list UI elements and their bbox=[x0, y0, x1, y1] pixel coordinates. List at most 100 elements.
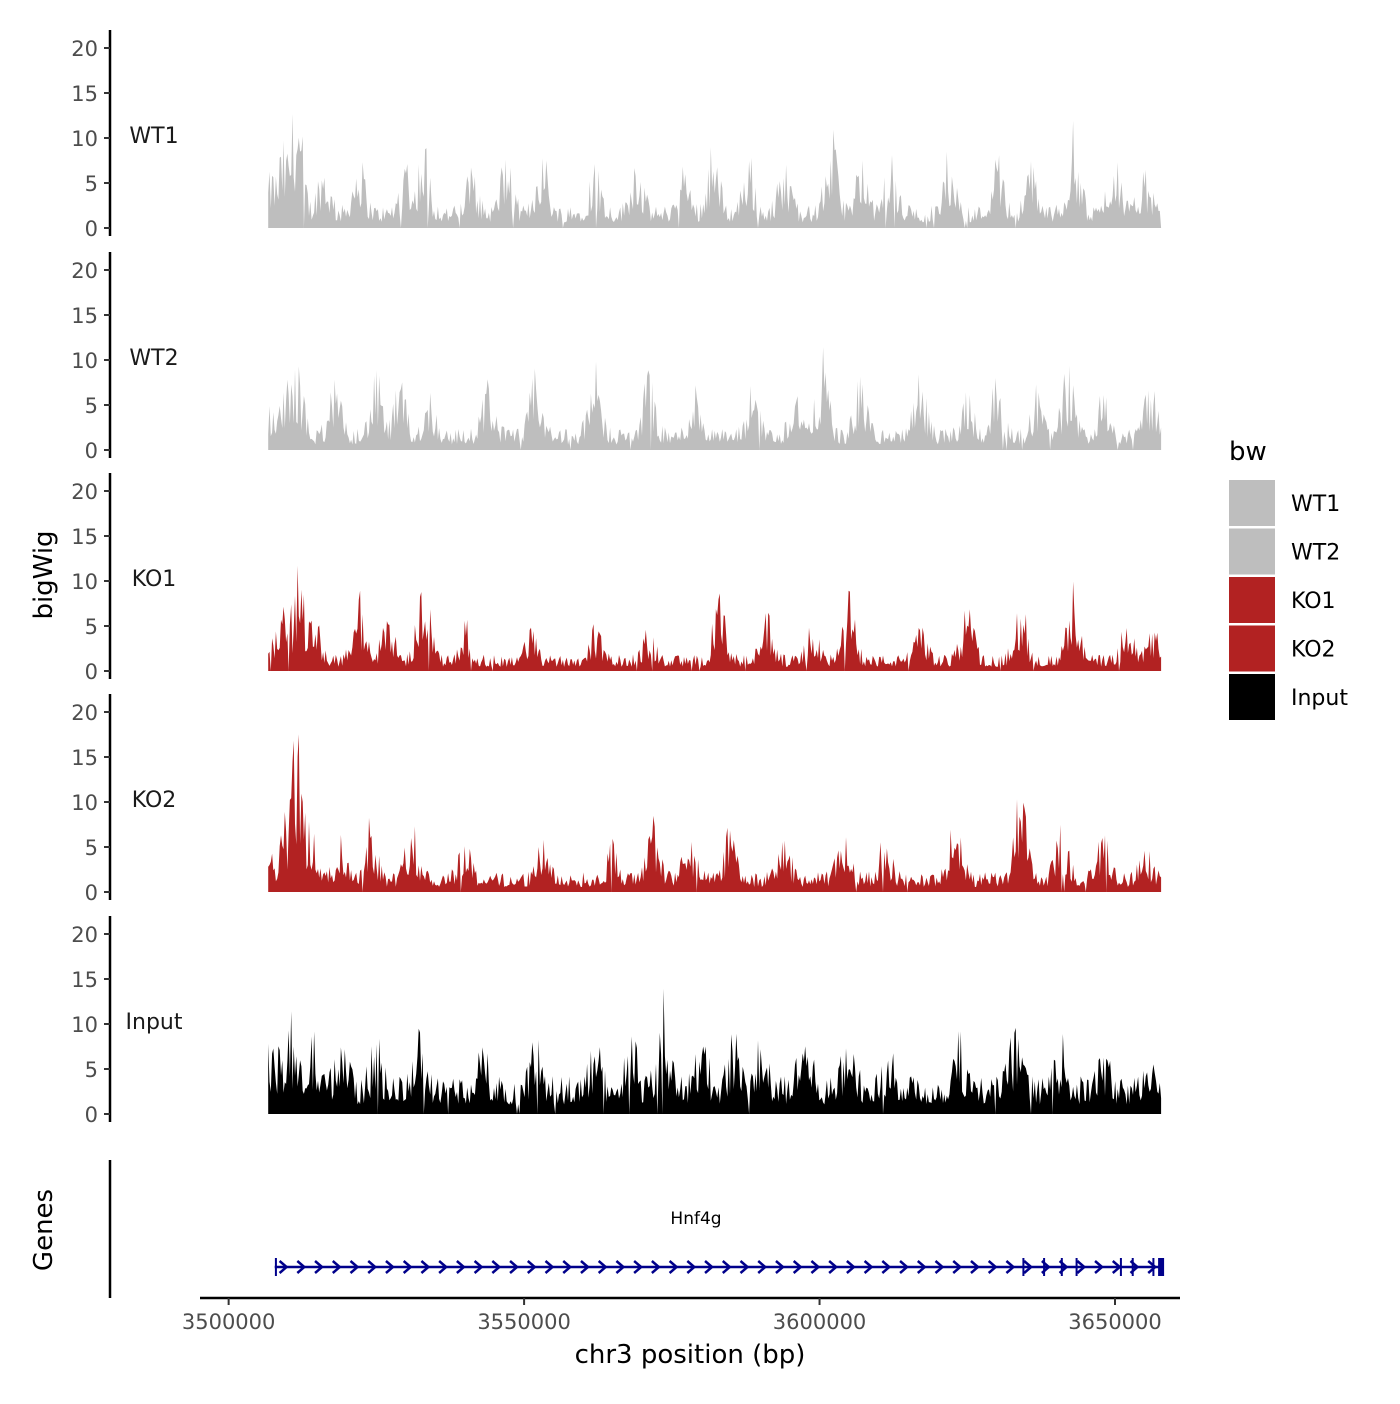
y-tick-label: 5 bbox=[85, 1058, 98, 1082]
y-tick-label: 0 bbox=[85, 660, 98, 684]
track-label-wt1: WT1 bbox=[129, 124, 178, 149]
legend-label-wt1: WT1 bbox=[1291, 492, 1340, 517]
legend-key-wt1 bbox=[1229, 480, 1275, 526]
strand-arrow bbox=[385, 1260, 395, 1274]
track-label-input: Input bbox=[126, 1010, 183, 1035]
strand-arrow bbox=[597, 1260, 608, 1274]
strand-arrow bbox=[987, 1260, 998, 1274]
strand-arrow bbox=[544, 1260, 555, 1274]
y-tick-label: 10 bbox=[71, 791, 98, 815]
y-tick-label: 0 bbox=[85, 881, 98, 905]
strand-arrow bbox=[846, 1260, 856, 1274]
exon-mark bbox=[1119, 1258, 1122, 1276]
x-tick-label: 3550000 bbox=[477, 1310, 571, 1334]
exon-mark bbox=[1075, 1258, 1078, 1276]
strand-arrow bbox=[526, 1260, 537, 1274]
strand-arrow bbox=[1111, 1260, 1122, 1274]
y-tick-label: 5 bbox=[85, 394, 98, 418]
track-input: 0 5 10 15 20 Input bbox=[71, 916, 1162, 1127]
track-label-ko2: KO2 bbox=[132, 788, 177, 813]
strand-arrow bbox=[757, 1260, 768, 1274]
y-tick-label: 15 bbox=[71, 304, 98, 328]
legend-title: bw bbox=[1229, 437, 1267, 467]
strand-arrow bbox=[828, 1260, 839, 1274]
strand-arrow bbox=[1005, 1260, 1016, 1274]
y-tick-label: 20 bbox=[71, 37, 98, 61]
strand-arrow bbox=[456, 1260, 466, 1274]
strand-arrow bbox=[1094, 1260, 1104, 1274]
exon-mark bbox=[1060, 1258, 1063, 1276]
strand-arrow bbox=[509, 1260, 519, 1274]
y-tick-label: 15 bbox=[71, 968, 98, 992]
legend-key-ko2 bbox=[1229, 625, 1275, 672]
y-tick-label: 0 bbox=[85, 1103, 98, 1127]
gene-name-label: Hnf4g bbox=[670, 1209, 721, 1229]
strand-arrow bbox=[473, 1260, 484, 1274]
x-axis: 3500000 3550000 3600000 3650000 bbox=[182, 1296, 1180, 1334]
legend-label-ko1: KO1 bbox=[1291, 589, 1336, 614]
track-wt2: 0 5 10 15 20 WT2 bbox=[71, 252, 1162, 463]
x-axis-title: chr3 position (bp) bbox=[575, 1340, 806, 1370]
strand-arrow bbox=[491, 1260, 502, 1274]
x-tick-label: 3500000 bbox=[182, 1310, 276, 1334]
strand-arrow bbox=[1076, 1260, 1087, 1274]
strand-arrow bbox=[314, 1260, 324, 1274]
x-tick-label: 3650000 bbox=[1068, 1310, 1162, 1334]
strand-arrow bbox=[633, 1260, 644, 1274]
y-tick-label: 20 bbox=[71, 923, 98, 947]
track-wt1: 0 5 10 15 20 WT1 bbox=[71, 30, 1162, 241]
exon-mark bbox=[1152, 1258, 1155, 1276]
y-tick-label: 20 bbox=[71, 701, 98, 725]
y-tick-label: 15 bbox=[71, 525, 98, 549]
y-tick-label: 5 bbox=[85, 172, 98, 196]
signal-area-ko2 bbox=[268, 734, 1162, 892]
track-panels: 0 5 10 15 20 WT1 0 5 10 15 20 WT2 0 5 10 15 20 KO1 0 5 10 15 2… bbox=[71, 30, 1162, 1127]
y-axis-title: bigWig bbox=[29, 530, 59, 619]
exon-mark bbox=[1158, 1258, 1165, 1276]
strand-arrow bbox=[278, 1260, 289, 1274]
strand-arrow bbox=[651, 1260, 661, 1274]
strand-arrow bbox=[402, 1260, 413, 1274]
x-tick-label: 3600000 bbox=[773, 1310, 867, 1334]
strand-arrow bbox=[615, 1260, 626, 1274]
strand-arrow bbox=[863, 1260, 874, 1274]
legend-label-input: Input bbox=[1291, 686, 1348, 711]
exon-mark bbox=[1131, 1258, 1134, 1276]
genes-axis-label: Genes bbox=[29, 1189, 59, 1271]
exon-mark bbox=[274, 1258, 277, 1276]
y-tick-label: 20 bbox=[71, 259, 98, 283]
strand-arrow bbox=[970, 1260, 980, 1274]
legend: bw WT1 WT2 KO1 KO2 Input bbox=[1229, 437, 1348, 720]
y-tick-label: 5 bbox=[85, 615, 98, 639]
y-tick-label: 10 bbox=[71, 349, 98, 373]
strand-arrow bbox=[668, 1260, 679, 1274]
strand-arrow bbox=[331, 1260, 342, 1274]
signal-area-input bbox=[268, 988, 1162, 1114]
legend-key-input bbox=[1229, 674, 1275, 720]
y-tick-label: 10 bbox=[71, 570, 98, 594]
legend-label-ko2: KO2 bbox=[1291, 638, 1336, 663]
strand-arrow bbox=[438, 1260, 449, 1274]
strand-arrow bbox=[580, 1260, 590, 1274]
track-ko2: 0 5 10 15 20 KO2 bbox=[71, 694, 1162, 905]
strand-arrow bbox=[349, 1260, 360, 1274]
legend-key-ko1 bbox=[1229, 577, 1275, 623]
legend-label-wt2: WT2 bbox=[1291, 541, 1340, 566]
genes-panel: Genes Hnf4g bbox=[29, 1160, 1165, 1298]
exon-mark bbox=[1022, 1258, 1025, 1276]
y-tick-label: 0 bbox=[85, 217, 98, 241]
strand-arrow bbox=[899, 1260, 909, 1274]
track-label-wt2: WT2 bbox=[129, 346, 178, 371]
strand-arrow bbox=[916, 1260, 927, 1274]
track-label-ko1: KO1 bbox=[132, 567, 177, 592]
strand-arrow bbox=[367, 1260, 378, 1274]
signal-area-ko1 bbox=[268, 565, 1162, 671]
strand-arrow bbox=[704, 1260, 714, 1274]
y-tick-label: 20 bbox=[71, 480, 98, 504]
strand-arrow bbox=[775, 1260, 785, 1274]
y-tick-label: 10 bbox=[71, 127, 98, 151]
strand-arrow bbox=[934, 1260, 945, 1274]
exon-mark bbox=[1043, 1258, 1046, 1276]
